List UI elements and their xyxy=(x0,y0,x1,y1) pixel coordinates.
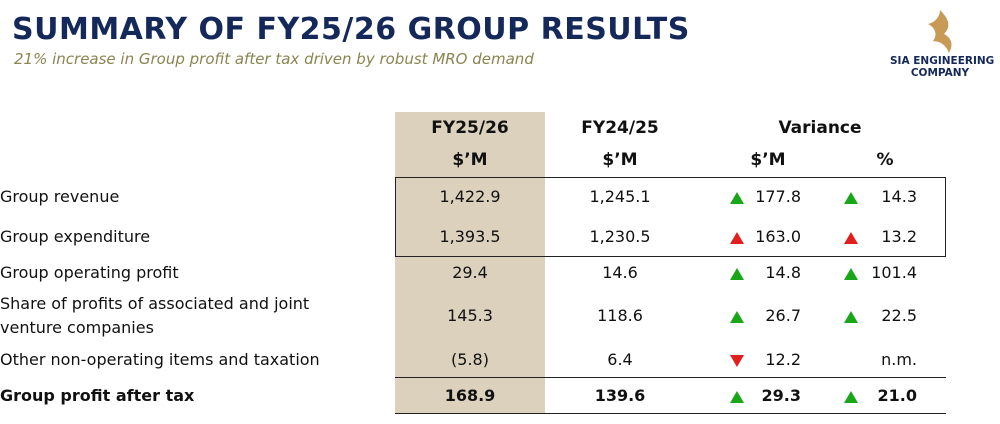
cell: 29.3 xyxy=(761,386,801,405)
row-label: Other non-operating items and taxation xyxy=(0,350,320,369)
subtitle: 21% increase in Group profit after tax d… xyxy=(14,50,534,68)
cell: 13.2 xyxy=(881,227,917,246)
arrow-shape xyxy=(730,192,744,204)
cell: n.m. xyxy=(881,350,917,369)
cell: 101.4 xyxy=(871,263,917,282)
cell: 14.3 xyxy=(881,187,917,206)
arrow-shape xyxy=(844,391,858,403)
arrow-shape xyxy=(730,232,744,244)
cell: 1,230.5 xyxy=(589,227,651,246)
trend-arrow xyxy=(844,192,858,204)
row-label: Group operating profit xyxy=(0,263,179,282)
cell: 14.6 xyxy=(602,263,638,282)
cell: 26.7 xyxy=(765,306,801,325)
trend-arrow xyxy=(844,391,858,403)
cell: 118.6 xyxy=(597,306,643,325)
cell: 139.6 xyxy=(594,386,646,405)
title: SUMMARY OF FY25/26 GROUP RESULTS xyxy=(12,12,690,47)
highlight-column xyxy=(395,112,545,414)
cell: 12.2 xyxy=(765,350,801,369)
cell: 22.5 xyxy=(881,306,917,325)
column-header: Variance xyxy=(778,118,862,138)
row-label: Group revenue xyxy=(0,187,120,206)
arrow-shape xyxy=(730,268,744,280)
trend-arrow xyxy=(730,268,744,280)
arrow-shape xyxy=(730,355,744,367)
cell: (5.8) xyxy=(451,350,489,369)
arrow-shape xyxy=(844,192,858,204)
cell: 29.4 xyxy=(452,263,488,282)
arrow-shape xyxy=(844,268,858,280)
cell: 177.8 xyxy=(755,187,801,206)
column-header: FY24/25 xyxy=(581,118,659,138)
trend-arrow xyxy=(844,232,858,244)
arrow-shape xyxy=(730,391,744,403)
trend-arrow xyxy=(730,355,744,367)
unit-header: $’M xyxy=(750,150,786,170)
unit-header: $’M xyxy=(602,150,638,170)
cell: 1,422.9 xyxy=(439,187,501,206)
cell: 21.0 xyxy=(877,386,917,405)
cell: 1,393.5 xyxy=(439,227,501,246)
trend-arrow xyxy=(844,311,858,323)
cell: 145.3 xyxy=(447,306,493,325)
rule xyxy=(395,377,946,378)
logo-text: SIA ENGINEERING xyxy=(890,55,995,67)
logo-mark xyxy=(928,10,952,55)
arrow-shape xyxy=(730,311,744,323)
arrow-shape xyxy=(844,232,858,244)
highlight-box xyxy=(395,177,946,257)
row-label: Group profit after tax xyxy=(0,386,195,405)
row-label: Share of profits of associated and joint… xyxy=(0,294,310,337)
cell: 163.0 xyxy=(755,227,801,246)
cell: 168.9 xyxy=(444,386,496,405)
trend-arrow xyxy=(730,311,744,323)
unit-header: % xyxy=(876,150,894,170)
logo-text: COMPANY xyxy=(910,67,970,79)
cell: 1,245.1 xyxy=(589,187,651,206)
row-label: Group expenditure xyxy=(0,227,151,246)
cell: 6.4 xyxy=(607,350,633,369)
column-header: FY25/26 xyxy=(431,118,509,138)
trend-arrow xyxy=(730,232,744,244)
trend-arrow xyxy=(730,192,744,204)
cell: 14.8 xyxy=(765,263,801,282)
trend-arrow xyxy=(730,391,744,403)
unit-header: $’M xyxy=(452,150,488,170)
rule xyxy=(395,413,946,414)
arrow-shape xyxy=(844,311,858,323)
trend-arrow xyxy=(844,268,858,280)
